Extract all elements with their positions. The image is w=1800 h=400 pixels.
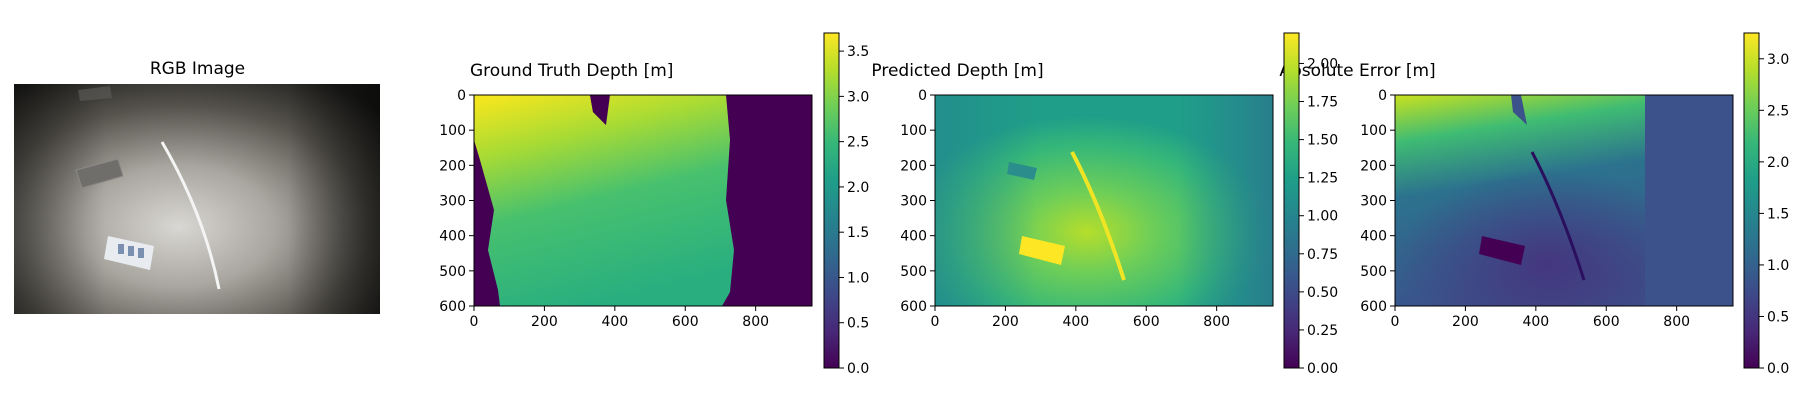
gt-y-tick-label: 200: [439, 158, 466, 174]
gt-y-tick-label: 500: [439, 264, 466, 280]
gt-colorbar-tick-label: 0.5: [847, 316, 869, 332]
pred-colorbar-tick-label: 1.75: [1307, 95, 1338, 111]
pred-y-tick-label: 600: [900, 299, 927, 315]
pred-colorbar-tick-label: 0.25: [1307, 323, 1338, 339]
pred-colorbar-tick-label: 1.00: [1307, 209, 1338, 225]
abs-error-heatmap: [1395, 95, 1733, 306]
pred-y-tick-label: 300: [900, 194, 927, 210]
err-x-tick-label: 400: [1522, 314, 1549, 330]
gt-x-tick-label: 0: [470, 314, 479, 330]
pred-colorbar-tick-label: 1.25: [1307, 171, 1338, 187]
gt-colorbar-tick-label: 2.5: [847, 135, 869, 151]
err-y-tick-label: 600: [1360, 299, 1387, 315]
pred-x-tick-label: 600: [1133, 314, 1160, 330]
err-y-tick-label: 500: [1360, 264, 1387, 280]
pred-depth-title: Predicted Depth [m]: [871, 61, 1044, 81]
gt-colorbar-tick-label: 3.0: [847, 89, 869, 105]
rope-strand: [160, 141, 221, 290]
err-y-tick-label: 0: [1378, 88, 1387, 104]
err-colorbar: [1743, 32, 1760, 369]
err-x-tick-label: 0: [1391, 314, 1400, 330]
err-y-tick-label: 200: [1360, 158, 1387, 174]
target-board-lower: [104, 236, 154, 270]
pred-x-tick-label: 0: [931, 314, 940, 330]
err-colorbar-tick-label: 2.0: [1767, 155, 1789, 171]
err-x-tick-label: 200: [1452, 314, 1479, 330]
abs-error-title: Absolute Error [m]: [1279, 61, 1436, 81]
err-x-tick-label: 600: [1593, 314, 1620, 330]
gt-x-tick-label: 800: [742, 314, 769, 330]
gt-x-tick-label: 200: [531, 314, 558, 330]
pred-y-tick-label: 100: [900, 123, 927, 139]
pred-colorbar-tick-label: 2.00: [1307, 56, 1338, 72]
pred-x-tick-label: 400: [1062, 314, 1089, 330]
pred-y-tick-label: 500: [900, 264, 927, 280]
gt-colorbar-tick-label: 3.5: [847, 44, 869, 60]
gt-y-tick-label: 400: [439, 229, 466, 245]
err-colorbar-tick-label: 2.5: [1767, 103, 1789, 119]
err-y-tick-label: 300: [1360, 194, 1387, 210]
gt-depth-title: Ground Truth Depth [m]: [470, 61, 674, 81]
gt-y-tick-label: 100: [439, 123, 466, 139]
pred-colorbar: [1283, 32, 1300, 369]
pred-colorbar-tick-label: 0.75: [1307, 247, 1338, 263]
err-colorbar-tick-label: 1.0: [1767, 258, 1789, 274]
err-x-tick-label: 800: [1663, 314, 1690, 330]
pred-x-tick-label: 800: [1203, 314, 1230, 330]
pred-x-tick-label: 200: [992, 314, 1019, 330]
pred-y-tick-label: 200: [900, 158, 927, 174]
pred-y-tick-label: 0: [918, 88, 927, 104]
err-colorbar-tick-label: 0.0: [1767, 361, 1789, 377]
gt-colorbar-tick-label: 0.0: [847, 361, 869, 377]
gt-colorbar-tick-label: 1.5: [847, 225, 869, 241]
rgb-image: [14, 84, 380, 314]
pred-colorbar-tick-label: 1.50: [1307, 133, 1338, 149]
err-y-tick-label: 100: [1360, 123, 1387, 139]
gt-colorbar-tick-label: 1.0: [847, 270, 869, 286]
gt-depth-heatmap: [474, 95, 812, 306]
gt-x-tick-label: 600: [672, 314, 699, 330]
pred-colorbar-tick-label: 0.50: [1307, 285, 1338, 301]
gt-y-tick-label: 300: [439, 194, 466, 210]
gt-colorbar: [823, 32, 840, 369]
err-y-tick-label: 400: [1360, 229, 1387, 245]
pred-colorbar-tick-label: 0.00: [1307, 361, 1338, 377]
rgb-title: RGB Image: [149, 59, 246, 79]
pred-y-tick-label: 400: [900, 229, 927, 245]
gt-y-tick-label: 0: [457, 88, 466, 104]
gt-colorbar-tick-label: 2.0: [847, 180, 869, 196]
err-colorbar-tick-label: 1.5: [1767, 206, 1789, 222]
err-colorbar-tick-label: 3.0: [1767, 52, 1789, 68]
err-colorbar-tick-label: 0.5: [1767, 309, 1789, 325]
gt-x-tick-label: 400: [601, 314, 628, 330]
target-board-upper: [75, 158, 124, 189]
gt-y-tick-label: 600: [439, 299, 466, 315]
pred-depth-heatmap: [935, 95, 1273, 306]
